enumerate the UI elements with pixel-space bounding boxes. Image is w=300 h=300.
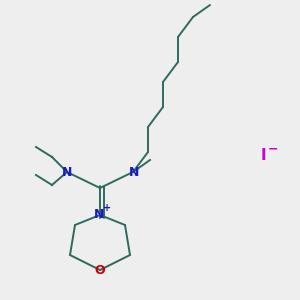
Text: N: N — [129, 166, 139, 178]
Text: −: − — [268, 142, 278, 155]
Text: +: + — [103, 203, 111, 213]
Text: I: I — [260, 148, 266, 163]
Text: O: O — [95, 263, 105, 277]
Text: N: N — [62, 166, 72, 178]
Text: N: N — [94, 208, 104, 221]
